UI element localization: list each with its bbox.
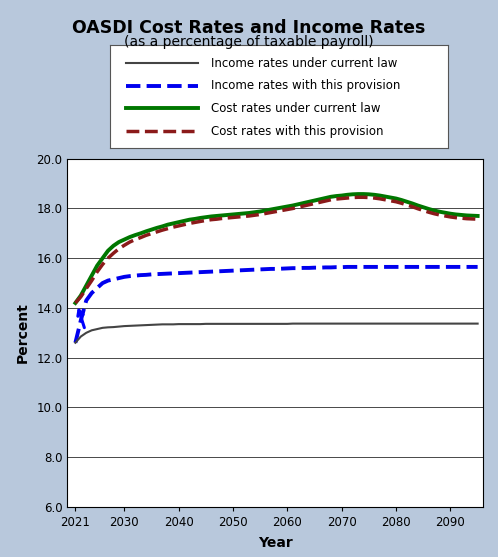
- Y-axis label: Percent: Percent: [15, 302, 29, 363]
- X-axis label: Year: Year: [258, 536, 292, 550]
- Text: OASDI Cost Rates and Income Rates: OASDI Cost Rates and Income Rates: [72, 19, 426, 37]
- Text: Income rates under current law: Income rates under current law: [211, 57, 397, 70]
- Text: (as a percentage of taxable payroll): (as a percentage of taxable payroll): [124, 35, 374, 48]
- Text: Income rates with this provision: Income rates with this provision: [211, 79, 400, 92]
- Text: Cost rates under current law: Cost rates under current law: [211, 102, 380, 115]
- Text: Cost rates with this provision: Cost rates with this provision: [211, 125, 383, 138]
